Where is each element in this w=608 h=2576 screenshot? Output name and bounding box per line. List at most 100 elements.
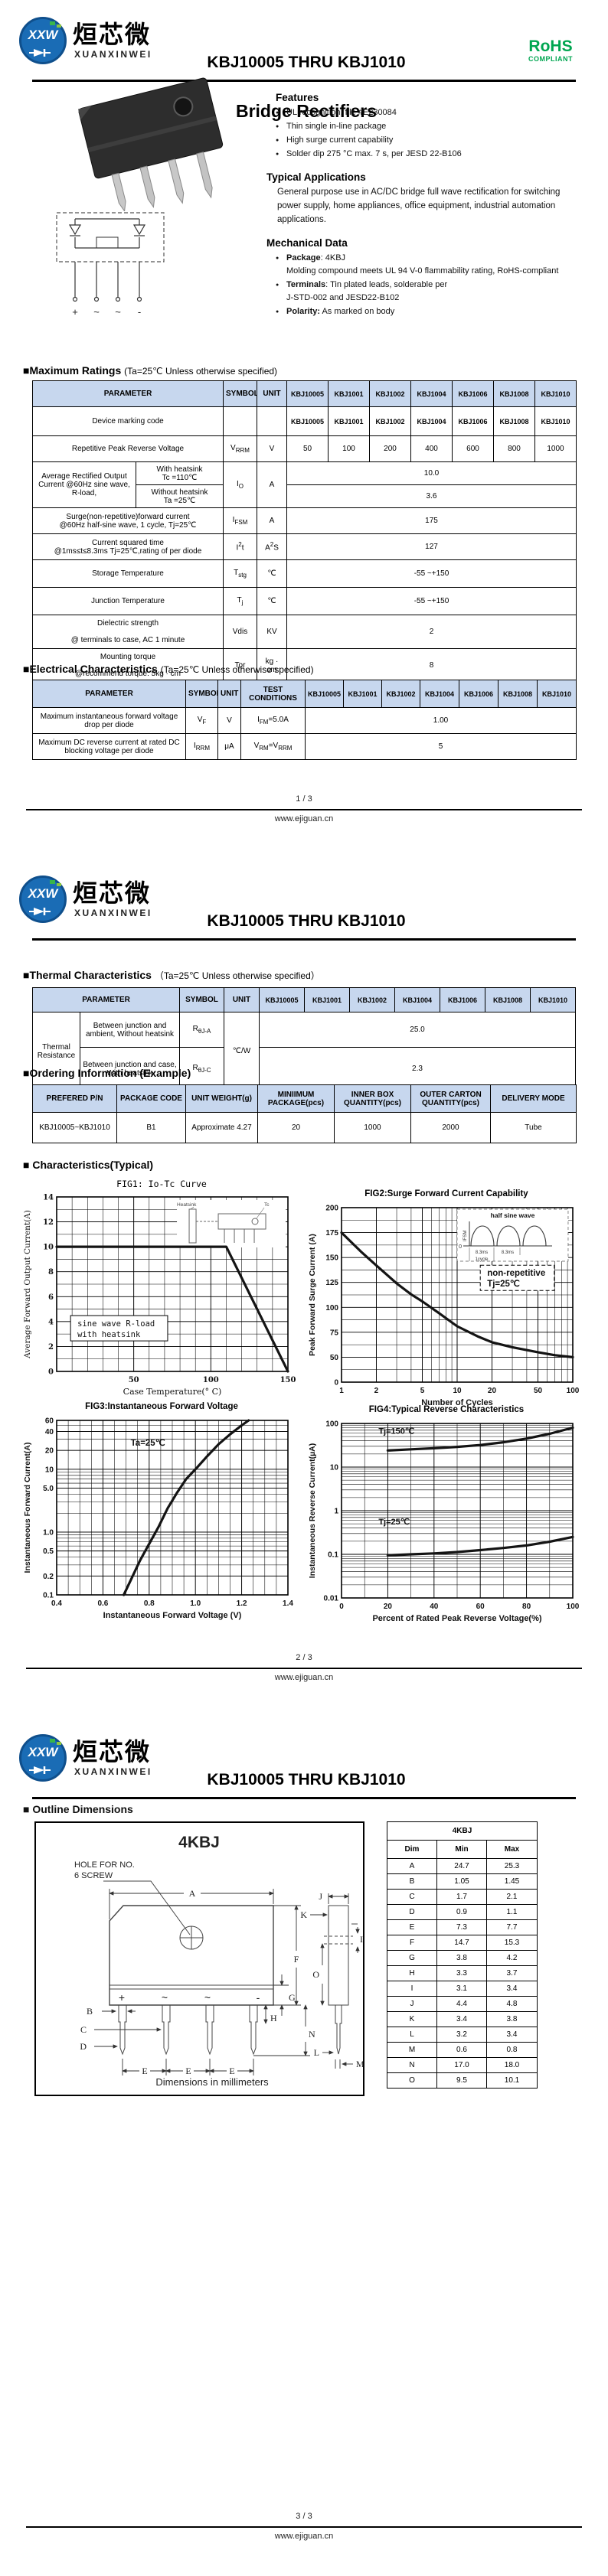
page-title: KBJ10005 THRU KBJ1010 <box>207 912 406 930</box>
ordering-column-header: INNER BOX QUANTITY(pcs) <box>334 1084 411 1113</box>
svg-text:8: 8 <box>48 1268 54 1277</box>
dim-label-E: E <box>185 2066 191 2076</box>
symbol-cell: Tj <box>223 587 257 615</box>
footer-rule <box>26 2526 582 2528</box>
dim-letter: C <box>387 1889 437 1905</box>
table-row: K 3.4 3.8 <box>387 2011 538 2027</box>
part-column-header: KBJ1008 <box>493 380 535 407</box>
marking-value: KBJ1008 <box>493 406 535 436</box>
table-row: Device marking code KBJ10005 KBJ1001 KBJ10… <box>32 406 577 436</box>
header-rule <box>32 938 576 941</box>
company-name-en: XUANXINWEI <box>74 1766 152 1777</box>
svg-text:8.3ms: 8.3ms <box>502 1251 514 1255</box>
svg-text:10: 10 <box>45 1466 54 1474</box>
table-row: Maximum instantaneous forward voltage dr… <box>32 707 577 734</box>
dim-label-L: L <box>314 2047 319 2058</box>
logo-badge: XXW <box>28 28 58 42</box>
symbol-cell: Tstg <box>223 559 257 588</box>
param-cell: Mounting torque @recommend torque: 5kg · … <box>32 648 224 683</box>
dim-max: 4.2 <box>486 1950 538 1966</box>
dim-letter: D <box>387 1904 437 1920</box>
footer-url: www.ejiguan.cn <box>274 814 334 823</box>
svg-text:100: 100 <box>203 1376 219 1384</box>
max-ratings-table: PARAMETER SYMBOL UNIT KBJ10005 KBJ1001 KBJ… <box>32 380 577 683</box>
mechanical-item-cont: Molding compound meets UL 94 V-0 flammab… <box>286 266 559 276</box>
ordering-column-header: DELIVERY MODE <box>490 1084 577 1113</box>
logo-leaf-icon <box>57 24 61 28</box>
polarity-mark: ~ <box>162 1991 168 2004</box>
svg-text:8.3ms: 8.3ms <box>476 1251 488 1255</box>
svg-text:0.2: 0.2 <box>43 1573 54 1581</box>
svg-text:0: 0 <box>334 1379 338 1387</box>
dim-min: 3.4 <box>436 2011 487 2027</box>
max-ratings-heading: ■Maximum Ratings (Ta=25℃ Unless otherwis… <box>23 364 278 377</box>
dim-label-D: D <box>80 2041 87 2052</box>
dim-letter: H <box>387 1965 437 1981</box>
symbol-cell: IRRM <box>185 733 218 760</box>
svg-text:80: 80 <box>522 1603 531 1611</box>
i2t-value: 127 <box>286 533 577 560</box>
mechanical-item: Polarity: As marked on body <box>266 305 583 319</box>
mechanical-list: Package: 4KBJ <box>266 251 583 266</box>
svg-text:sine wave R-load: sine wave R-load <box>77 1319 155 1329</box>
header-rule <box>32 1797 576 1799</box>
svg-text:with heatsink: with heatsink <box>77 1330 141 1339</box>
dim-min: 14.7 <box>436 1935 487 1951</box>
dim-max: 0.8 <box>486 2042 538 2058</box>
diode-icon <box>29 908 51 915</box>
logo-leaf-icon <box>50 1739 55 1743</box>
part-column-header: KBJ1004 <box>394 987 440 1012</box>
table-row: F 14.7 15.3 <box>387 1935 538 1951</box>
part-column-header: KBJ10005 <box>286 380 329 407</box>
dim-letter: O <box>387 2072 437 2089</box>
marking-value: KBJ1004 <box>410 406 453 436</box>
polarity-mark: + <box>119 1991 125 2004</box>
table-row: Between junction and case, With heatsink… <box>33 1047 576 1091</box>
svg-text:6: 6 <box>48 1293 54 1302</box>
logo-leaf-icon <box>57 883 61 886</box>
table-header-row: PREFERED P/N PACKAGE CODE UNIT WEIGHT(g) MI… <box>32 1084 577 1113</box>
fig4-plot: 0 20 40 60 80 100 0.01 0.1 1 10 100 Tj=150℃ Tj=25℃ Pe… <box>308 1420 580 1624</box>
io-value: 3.6 <box>286 484 577 508</box>
tstg-value: -55 ~+150 <box>286 559 577 588</box>
footer-url: www.ejiguan.cn <box>274 1673 334 1682</box>
svg-text:0.01: 0.01 <box>324 1595 339 1603</box>
dim-max: 3.7 <box>486 1965 538 1981</box>
part-column-header: KBJ1006 <box>459 680 498 708</box>
terminal-label: ~ <box>93 306 100 318</box>
dim-max: 7.7 <box>486 1919 538 1935</box>
table-row: Current squared time @1ms≤t≤8.3ms Tj=25℃,… <box>32 533 577 560</box>
part-column-header: KBJ1006 <box>452 380 494 407</box>
svg-text:2: 2 <box>374 1387 379 1395</box>
svg-text:40: 40 <box>45 1428 54 1436</box>
feature-item: High surge current capability <box>266 133 583 148</box>
logo-leaf-icon <box>57 1742 61 1745</box>
fig3-title: FIG3:Instantaneous Forward Voltage <box>85 1402 238 1411</box>
mechanical-item: Package: 4KBJ <box>266 251 583 266</box>
footer-rule <box>26 809 582 810</box>
footer-url: www.ejiguan.cn <box>274 2532 334 2541</box>
table-row: Dielectric strength @ terminals to case, … <box>32 615 577 649</box>
table-header-row: PARAMETER SYMBOL UNIT TEST CONDITIONS KB… <box>32 680 577 708</box>
svg-text:175: 175 <box>325 1229 338 1237</box>
ordering-value: 20 <box>257 1112 335 1143</box>
table-row: Repetitive Peak Reverse Voltage VRRM V 5… <box>32 435 577 462</box>
svg-text:200: 200 <box>325 1205 338 1213</box>
dim-min: 7.3 <box>436 1919 487 1935</box>
ordering-column-header: MINIIMUM PACKAGE(pcs) <box>257 1084 335 1113</box>
symbol-cell: I2t <box>223 533 257 560</box>
summary-column: Features UL recognition, file #E230084Th… <box>266 92 583 329</box>
terminal-label: + <box>72 306 78 318</box>
dim-letter: J <box>387 1996 437 2012</box>
bridge-schematic: + ~ ~ - <box>56 212 165 318</box>
dim-letter: G <box>387 1950 437 1966</box>
logo-badge: XXW <box>28 886 58 901</box>
svg-text:10: 10 <box>330 1464 339 1472</box>
dim-min: 3.2 <box>436 2027 487 2043</box>
svg-text:0.5: 0.5 <box>43 1547 54 1556</box>
rja-value: 25.0 <box>259 1012 576 1048</box>
logo-leaf-icon <box>50 880 55 884</box>
ordering-heading: ■Ordering Information (Example) <box>23 1067 191 1079</box>
outline-heading: ■ Outline Dimensions <box>23 1803 133 1815</box>
svg-text:1.0: 1.0 <box>190 1599 201 1608</box>
